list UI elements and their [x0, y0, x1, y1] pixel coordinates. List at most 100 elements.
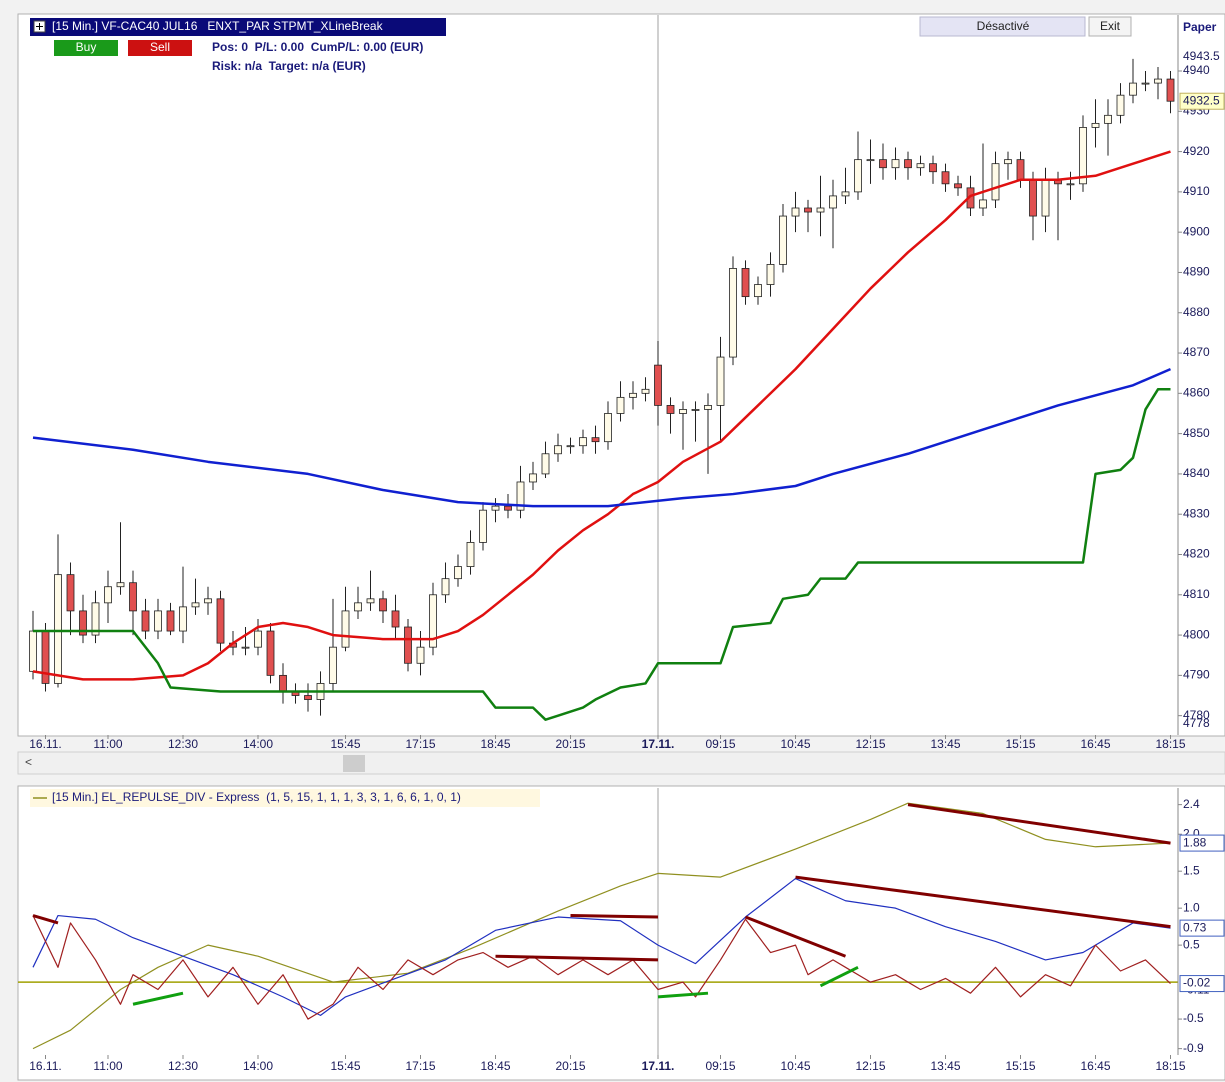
candle-body — [241, 646, 250, 649]
candle-body — [29, 630, 37, 672]
y-tick-label: 4850 — [1183, 426, 1210, 440]
indicator-legend — [30, 789, 540, 807]
candle-body — [216, 598, 225, 644]
candle-body — [141, 610, 150, 632]
divergence-line — [744, 915, 847, 958]
chart-title: [15 Min.] VF-CAC40 JUL16 ENXT_PAR STPMT_… — [52, 19, 384, 33]
x-tick-label: 12:15 — [855, 1059, 885, 1073]
scrollbar[interactable] — [17, 751, 1225, 775]
divergence-line — [907, 803, 1171, 845]
x-tick-label: 12:15 — [855, 737, 885, 751]
price-marker: 4932.5 — [1183, 93, 1220, 107]
divergence-line — [819, 965, 859, 988]
buy-label[interactable]: Buy — [76, 40, 97, 54]
scroll-thumb[interactable] — [343, 755, 365, 772]
candle-body — [741, 268, 750, 298]
y-tick-label: 4840 — [1183, 466, 1210, 480]
candle-body — [554, 445, 562, 455]
candle-body — [754, 284, 762, 298]
y-tick-label: 2.4 — [1183, 797, 1200, 811]
candle-body — [329, 646, 337, 684]
candle-body — [104, 586, 112, 604]
x-tick-label: 17.11. — [642, 737, 675, 751]
average-line — [33, 388, 1171, 721]
x-tick-label: 18:15 — [1155, 737, 1185, 751]
x-tick-label: 13:45 — [930, 737, 960, 751]
price-marker: -0.02 — [1183, 976, 1211, 990]
price-marker: 4943.5 — [1183, 49, 1220, 63]
y-tick-label: 4900 — [1183, 224, 1210, 238]
x-tick-label: 13:45 — [930, 1059, 960, 1073]
candle-body — [79, 610, 87, 636]
x-tick-label: 10:45 — [780, 1059, 810, 1073]
candle-body — [954, 183, 962, 189]
candle-body — [1016, 159, 1025, 181]
candle-body — [341, 610, 350, 648]
candle-body — [454, 566, 462, 580]
indicator-panel — [17, 785, 1225, 1081]
candle-body — [1141, 82, 1150, 85]
sell-button[interactable] — [128, 40, 192, 56]
y-tick-label: 4790 — [1183, 668, 1210, 682]
candle-body — [479, 509, 487, 543]
price-marker-box — [1179, 834, 1225, 852]
x-tick-label: 09:15 — [705, 1059, 735, 1073]
x-tick-label: 11:00 — [93, 1059, 122, 1073]
y-tick-label: 1.5 — [1183, 863, 1200, 877]
candle-body — [679, 409, 687, 414]
y-tick-label: 4780 — [1183, 708, 1210, 722]
candle-body — [504, 505, 512, 511]
candle-body — [354, 602, 362, 612]
x-tick-label: 17.11. — [642, 1059, 675, 1073]
y-tick-label: 0.5 — [1183, 937, 1200, 951]
divergence-line — [657, 991, 709, 999]
divergence-line — [32, 914, 59, 925]
x-tick-label: 15:15 — [1005, 1059, 1035, 1073]
candle-body — [629, 392, 637, 398]
price-marker: 0.73 — [1183, 920, 1207, 934]
x-tick-label: 14:00 — [243, 737, 273, 751]
x-tick-label: 18:45 — [480, 737, 510, 751]
x-tick-label: 09:15 — [705, 737, 735, 751]
x-tick-label: 17:15 — [405, 737, 435, 751]
y-tick-label: 4860 — [1183, 386, 1210, 400]
candle-body — [129, 582, 137, 612]
x-tick-label: 20:15 — [555, 1059, 585, 1073]
position-info: Pos: 0 P/L: 0.00 CumP/L: 0.00 (EUR) — [212, 40, 423, 54]
x-tick-label: 12:30 — [168, 1059, 198, 1073]
mode-label[interactable]: Désactivé — [977, 19, 1030, 33]
candle-body — [154, 610, 162, 632]
x-tick-label: 12:30 — [168, 737, 198, 751]
scroll-left[interactable]: < — [25, 755, 32, 769]
y-tick-label: 4920 — [1183, 144, 1210, 158]
exit-button[interactable] — [1088, 16, 1132, 37]
x-tick-label: 17:15 — [405, 1059, 435, 1073]
mode-button[interactable] — [919, 16, 1086, 37]
candle-body — [66, 574, 75, 612]
candle-body — [816, 207, 825, 213]
candle-body — [791, 207, 800, 217]
exit-label[interactable]: Exit — [1100, 19, 1121, 33]
buy-button[interactable] — [54, 40, 118, 56]
candle-body — [916, 163, 925, 169]
candle-body — [691, 409, 700, 411]
sell-label[interactable]: Sell — [150, 40, 170, 54]
candle-body — [579, 437, 587, 447]
y-tick-label: 4830 — [1183, 506, 1210, 520]
indicator-line — [32, 802, 1171, 1050]
candle-body — [904, 159, 912, 169]
candle-body — [766, 264, 775, 285]
candle-body — [179, 606, 187, 632]
y-tick-label: 4800 — [1183, 627, 1210, 641]
candle-body — [704, 405, 712, 410]
candle-body — [654, 364, 662, 406]
y-tick-label: 4810 — [1183, 587, 1210, 601]
candle-body — [1166, 78, 1175, 102]
divergence-line — [495, 954, 659, 962]
candle-body — [566, 445, 575, 448]
candle-body — [1116, 94, 1125, 116]
indicator-line — [32, 877, 1171, 1016]
candle-body — [1004, 159, 1012, 165]
y-tick-label: 4820 — [1183, 547, 1210, 561]
x-tick-label: 16:45 — [1080, 1059, 1110, 1073]
